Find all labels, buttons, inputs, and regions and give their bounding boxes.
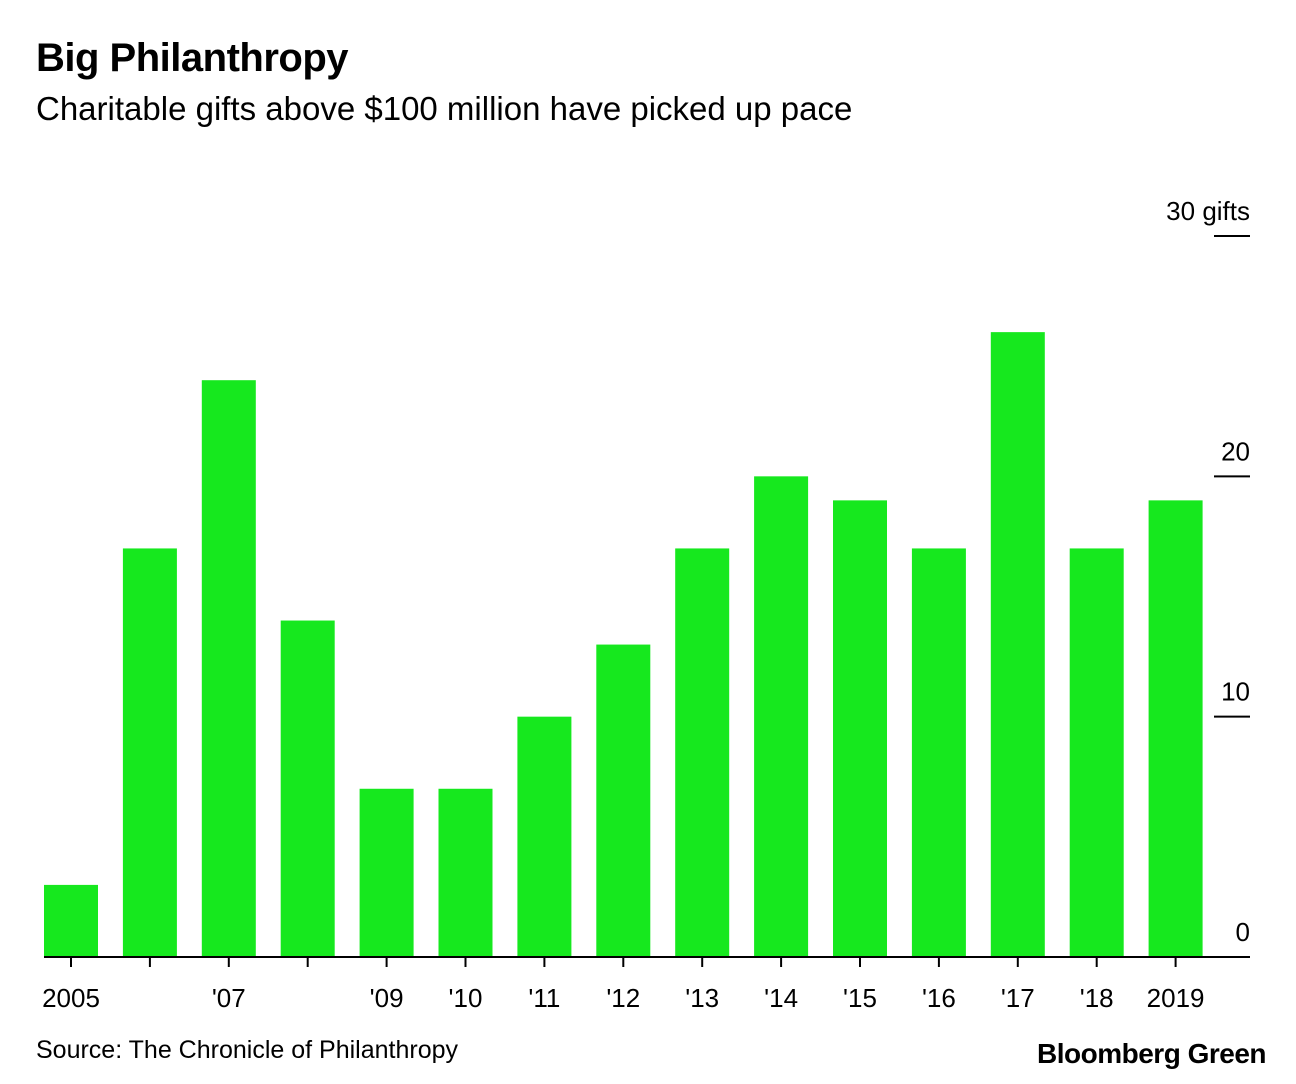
brand-logo: Bloomberg Green	[1037, 1038, 1266, 1069]
y-tick-label-30: 30 gifts	[1166, 196, 1250, 226]
x-tick-label-2019: 2019	[1147, 983, 1205, 1013]
x-tick-label-2018: '18	[1080, 983, 1114, 1013]
bar-2018	[1069, 548, 1124, 957]
x-tick-label-2011: '11	[528, 983, 560, 1013]
bar-2007	[201, 380, 256, 957]
x-tick-label-2009: '09	[370, 983, 404, 1013]
x-tick-label-2010: '10	[449, 983, 483, 1013]
x-tick-label-2005: 2005	[42, 983, 100, 1013]
bar-2013	[675, 548, 730, 957]
chart-title: Big Philanthropy	[36, 36, 349, 80]
x-tick-label-2007: '07	[212, 983, 246, 1013]
bar-2010	[438, 788, 493, 957]
bar-2014	[754, 476, 809, 957]
x-tick-label-2014: '14	[764, 983, 798, 1013]
bar-2008	[280, 620, 335, 957]
bar-2017	[990, 332, 1045, 958]
x-tick-label-2016: '16	[922, 983, 956, 1013]
y-tick-label-0: 0	[1236, 917, 1250, 947]
bar-2019	[1148, 500, 1203, 957]
bar-2016	[911, 548, 966, 957]
bar-2012	[596, 644, 651, 957]
bar-2005	[44, 884, 98, 957]
x-tick-label-2013: '13	[685, 983, 719, 1013]
x-tick-label-2017: '17	[1001, 983, 1035, 1013]
y-tick-label-20: 20	[1221, 436, 1250, 466]
bar-2015	[833, 500, 887, 957]
bar-2009	[359, 788, 414, 957]
x-tick-label-2012: '12	[606, 983, 640, 1013]
bar-2011	[517, 716, 572, 957]
x-tick-label-2015: '15	[843, 983, 877, 1013]
source-note: Source: The Chronicle of Philanthropy	[36, 1036, 458, 1064]
y-tick-label-10: 10	[1221, 677, 1250, 707]
bar-2006	[122, 548, 177, 957]
chart-subtitle: Charitable gifts above $100 million have…	[36, 90, 853, 127]
